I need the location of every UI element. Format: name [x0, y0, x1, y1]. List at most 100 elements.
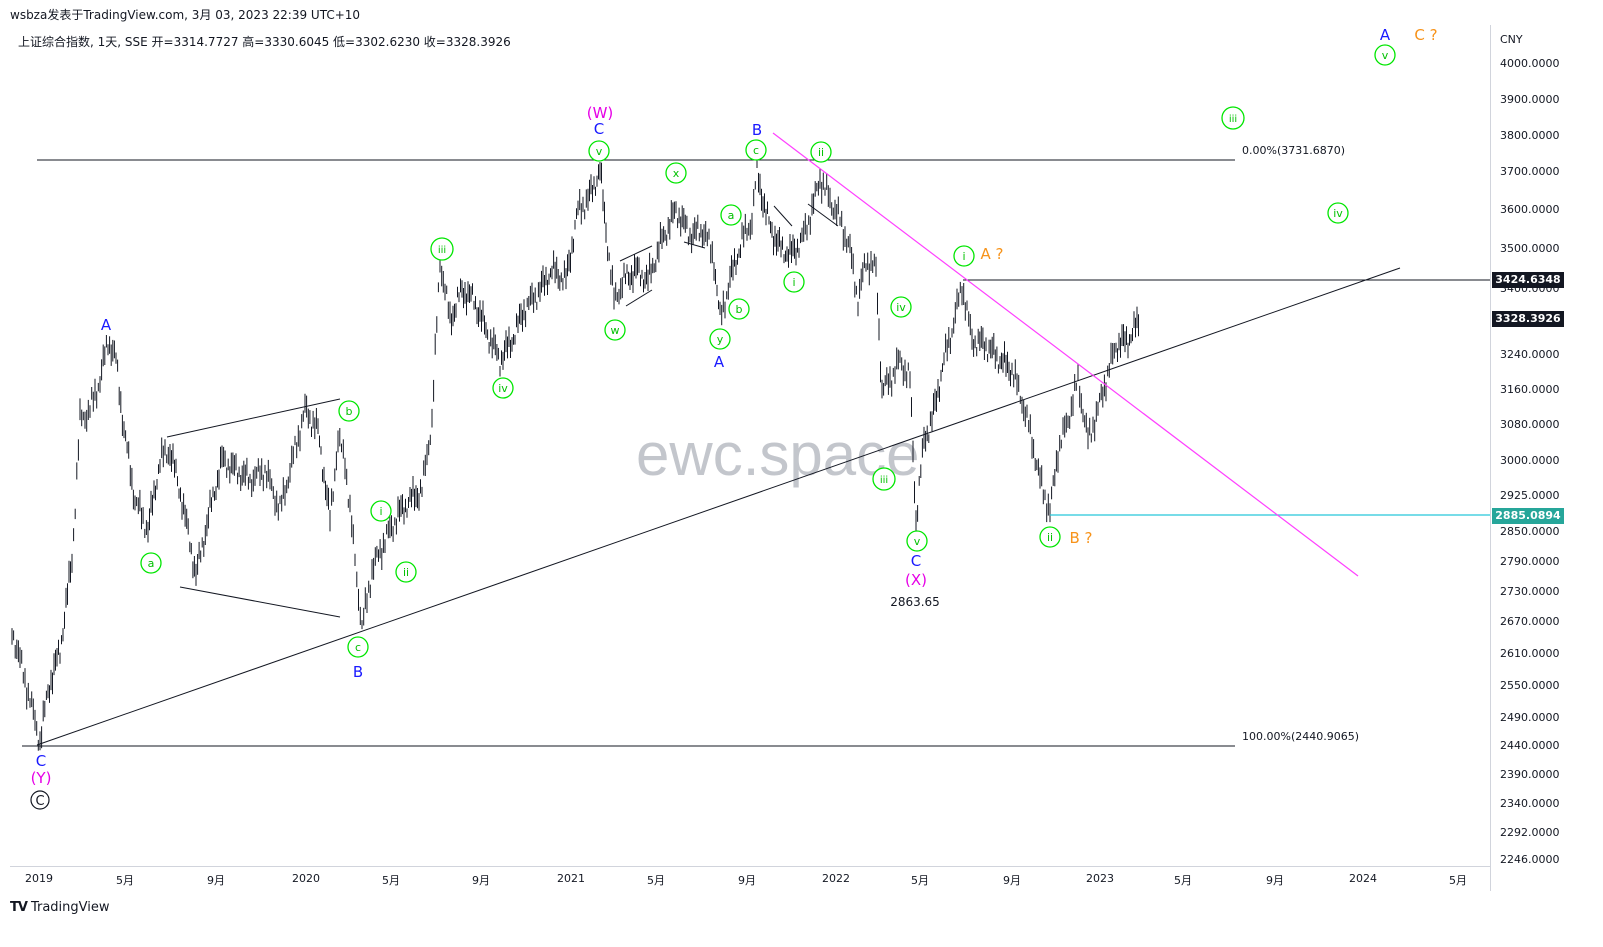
mini-wedge-5: [807, 203, 839, 227]
wave-circle-ii: ii: [395, 561, 417, 583]
svg-text:iv: iv: [498, 382, 508, 395]
rising-trendline: [36, 267, 1401, 746]
tradingview-logo[interactable]: TV TradingView: [10, 900, 109, 915]
price-tick: 3800.0000: [1500, 129, 1560, 142]
time-tick: 2019: [25, 872, 53, 885]
wave-circle-iv: iv: [492, 377, 514, 399]
wedge-upper: [166, 398, 341, 438]
wave-circle-ii: ii: [1039, 526, 1061, 548]
wave-circle-c: c: [745, 139, 767, 161]
svg-text:iv: iv: [1333, 207, 1343, 220]
svg-text:a: a: [148, 557, 155, 570]
time-tick: 9月: [1266, 874, 1284, 887]
svg-text:iii: iii: [880, 475, 888, 486]
wedge-lower: [179, 586, 341, 618]
wave-circle-ii: ii: [810, 141, 832, 163]
svg-text:y: y: [717, 333, 724, 346]
wave-circle-v: v: [1374, 44, 1396, 66]
wave-circle-y: y: [709, 328, 731, 350]
svg-text:i: i: [379, 505, 382, 518]
wave-circle-b: b: [728, 298, 750, 320]
wave-label-Aq: A ?: [981, 245, 1004, 263]
mini-wedge-3: [683, 241, 706, 249]
price-axis[interactable]: CNY 4000.0000 3900.0000 3800.0000 3700.0000…: [1490, 25, 1603, 891]
time-tick: 9月: [472, 874, 490, 887]
tv-logo-icon: TV: [10, 900, 28, 915]
wave-label-Cq: C ?: [1414, 26, 1437, 44]
time-tick: 5月: [1174, 874, 1192, 887]
price-tick: 2550.0000: [1500, 679, 1560, 692]
price-tick: 2340.0000: [1500, 797, 1560, 810]
fib-100-label: 100.00%(2440.9065): [1242, 730, 1359, 743]
wave-label-A1: A: [101, 316, 112, 334]
svg-text:iv: iv: [896, 301, 906, 314]
price-tick: 2670.0000: [1500, 615, 1560, 628]
wave-label-B2: B: [752, 121, 762, 139]
time-tick: 2023: [1086, 872, 1114, 885]
wave-circle-iii: iii: [1221, 106, 1245, 130]
time-tick: 5月: [647, 874, 665, 887]
wave-circle-i: i: [953, 245, 975, 267]
svg-text:v: v: [914, 535, 921, 548]
price-tick: 3600.0000: [1500, 203, 1560, 216]
svg-text:x: x: [673, 167, 680, 180]
wave-circle-iii: iii: [430, 237, 454, 261]
price-tick: 2390.0000: [1500, 768, 1560, 781]
price-tick: 3240.0000: [1500, 348, 1560, 361]
brand-label: TradingView: [30, 900, 110, 915]
currency-unit: CNY: [1500, 33, 1523, 46]
low-value-label: 2863.65: [890, 595, 940, 609]
wave-label-X: (X): [905, 571, 927, 589]
wave-label-C2: C: [911, 552, 921, 570]
wave-label-A3: A: [1380, 26, 1391, 44]
svg-text:c: c: [753, 144, 759, 157]
wave-label-B1: B: [353, 663, 363, 681]
price-tick: 2610.0000: [1500, 647, 1560, 660]
wave-count-intermediate: A B C A B C C A (W) (X) (Y) A ? B ? C ?: [31, 26, 1438, 787]
svg-text:i: i: [792, 276, 795, 289]
fib-0-label: 0.00%(3731.6870): [1242, 144, 1345, 157]
wave-label-C1: C: [594, 120, 604, 138]
svg-text:v: v: [1382, 49, 1389, 62]
time-tick: 9月: [738, 874, 756, 887]
svg-text:ii: ii: [818, 146, 824, 159]
price-tick: 3900.0000: [1500, 93, 1560, 106]
time-tick: 2020: [292, 872, 320, 885]
svg-text:b: b: [736, 303, 743, 316]
price-tick: 2790.0000: [1500, 555, 1560, 568]
wave-circle-a: a: [140, 552, 162, 574]
wave-circle-iv: iv: [890, 296, 912, 318]
wave-circle-v: v: [906, 530, 928, 552]
wave-label-big-c: C: [30, 790, 50, 810]
wave-circle-iv: iv: [1327, 202, 1349, 224]
falling-trendline: [772, 132, 1359, 577]
wave-circle-a: a: [720, 204, 742, 226]
wave-circle-v: v: [588, 140, 610, 162]
time-tick: 5月: [1449, 874, 1467, 887]
svg-text:ii: ii: [403, 566, 409, 579]
price-tick: 3160.0000: [1500, 383, 1560, 396]
candlestick-series: [11, 151, 1139, 751]
svg-text:iii: iii: [1229, 114, 1237, 125]
price-tick: 3700.0000: [1500, 165, 1560, 178]
wave-label-W: (W): [587, 104, 614, 122]
price-tag-resistance: 3424.6348: [1492, 272, 1564, 288]
price-tick: 3080.0000: [1500, 418, 1560, 431]
time-axis[interactable]: 2019 5月 9月 2020 5月 9月 2021 5月 9月 2022 5月 9月 2023 5月 9月…: [10, 866, 1490, 892]
wave-circle-c: c: [347, 636, 369, 658]
watermark: ewc.space: [636, 421, 920, 488]
svg-text:ii: ii: [1047, 531, 1053, 544]
price-chart[interactable]: 0.00%(3731.6870) 100.00%(2440.9065) a b c i…: [10, 25, 1490, 891]
time-tick: 5月: [382, 874, 400, 887]
mini-wedge-4: [773, 205, 793, 227]
price-tick: 2730.0000: [1500, 585, 1560, 598]
wave-circle-i: i: [783, 271, 805, 293]
wave-circle-x: x: [665, 162, 687, 184]
wave-label-A2: A: [714, 353, 725, 371]
price-tick: 3500.0000: [1500, 242, 1560, 255]
price-tick: 2490.0000: [1500, 711, 1560, 724]
time-tick: 2021: [557, 872, 585, 885]
price-tick: 2292.0000: [1500, 826, 1560, 839]
price-tick: 2850.0000: [1500, 525, 1560, 538]
